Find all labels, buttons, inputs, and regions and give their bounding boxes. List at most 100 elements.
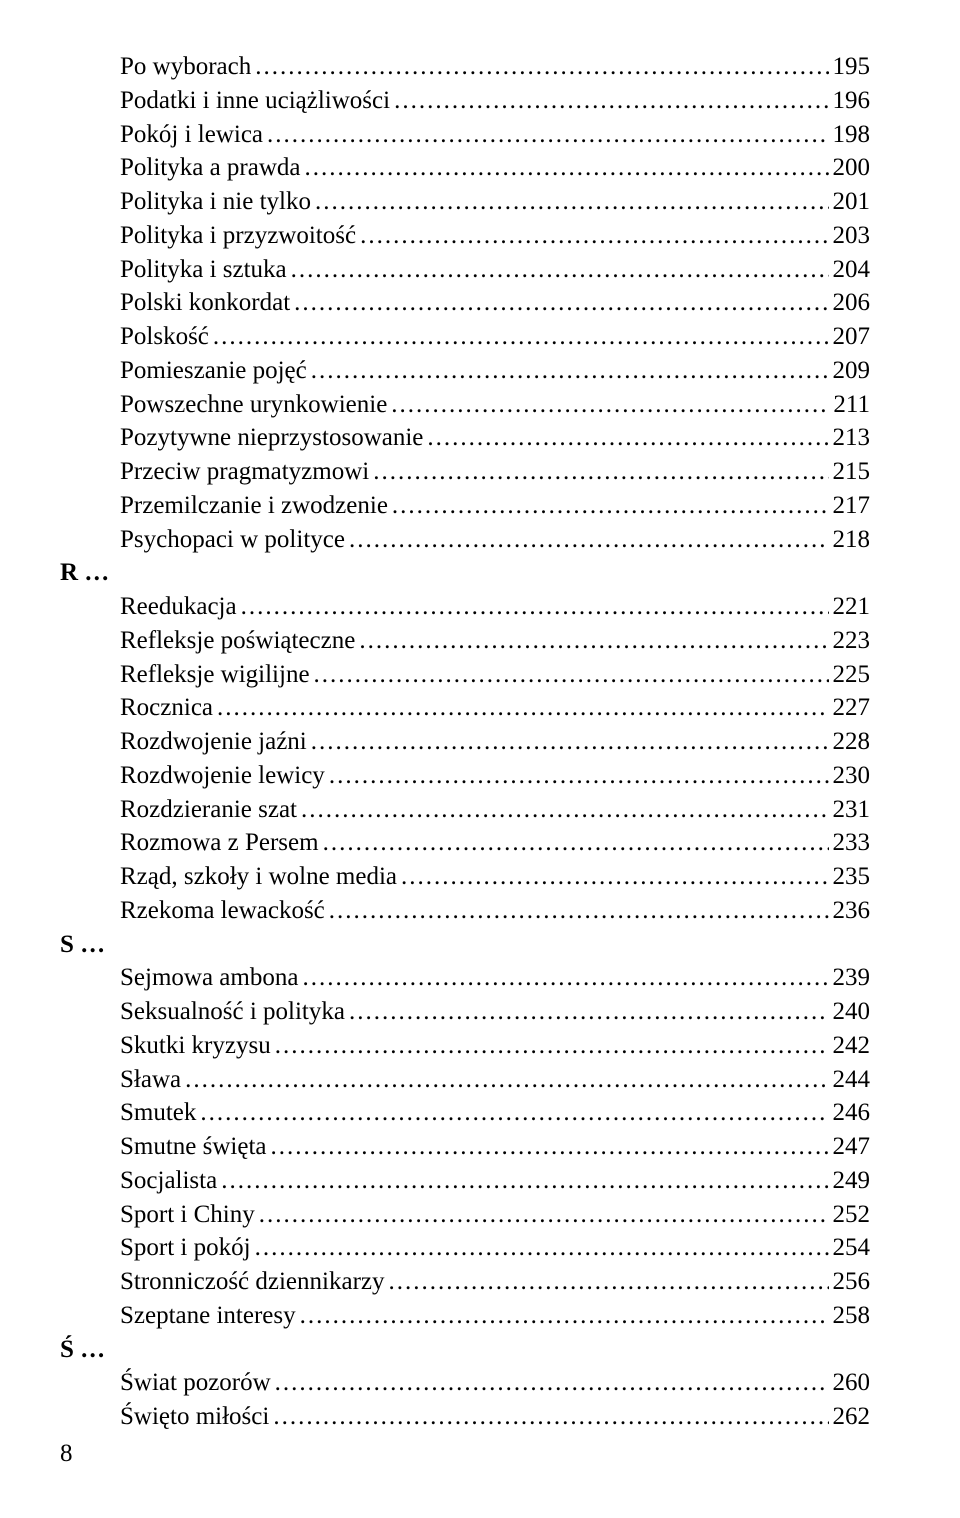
toc-entry: Szeptane interesy.......................… [60,1299,870,1333]
toc-entry: Psychopaci w polityce...................… [60,523,870,557]
toc-dots: ........................................… [373,455,828,489]
toc-entry-title: Rocznica [120,691,213,725]
toc-dots: ........................................… [213,320,829,354]
toc-entry-title: Stronniczość dziennikarzy [120,1265,385,1299]
toc-entry-title: Socjalista [120,1164,217,1198]
toc-entry: Rząd, szkoły i wolne media..............… [60,860,870,894]
toc-entry-page: 225 [833,658,871,692]
toc-dots: ........................................… [275,1029,829,1063]
toc-dots: ........................................… [305,151,829,185]
toc-entry-page: 206 [833,286,871,320]
toc-entry: Świat pozorów...........................… [60,1366,870,1400]
toc-dots: ........................................… [315,185,829,219]
toc-dots: ........................................… [349,523,829,557]
toc-entry: Pozytywne nieprzystosowanie.............… [60,421,870,455]
toc-entry-page: 223 [833,624,871,658]
toc-entry: Refleksje wigilijne.....................… [60,658,870,692]
toc-entry-page: 252 [833,1198,871,1232]
toc-entry-page: 209 [833,354,871,388]
page-number: 8 [60,1440,73,1468]
toc-entry-title: Rozdzieranie szat [120,793,297,827]
toc-entry-title: Polityka i przyzwoitość [120,219,356,253]
toc-entry-title: Polityka a prawda [120,151,301,185]
toc-entry-page: 204 [833,253,871,287]
toc-entry-page: 249 [833,1164,871,1198]
toc-entry-page: 227 [833,691,871,725]
toc-entry-title: Polski konkordat [120,286,290,320]
toc-entry: Refleksje poświąteczne..................… [60,624,870,658]
toc-entry-title: Psychopaci w polityce [120,523,345,557]
toc-entry-title: Polskość [120,320,209,354]
toc-entry-page: 240 [833,995,871,1029]
toc-entry-title: Świat pozorów [120,1366,271,1400]
toc-entry: Polityka a prawda.......................… [60,151,870,185]
toc-dots: ........................................… [391,388,829,422]
toc-entry-title: Refleksje poświąteczne [120,624,355,658]
toc-entry-page: 244 [833,1063,871,1097]
toc-entry-title: Sława [120,1063,181,1097]
toc-entry-page: 218 [833,523,871,557]
toc-entry-title: Pokój i lewica [120,118,263,152]
toc-entry-title: Rząd, szkoły i wolne media [120,860,397,894]
toc-entry-title: Pomieszanie pojęć [120,354,307,388]
toc-entry-title: Powszechne urynkowienie [120,388,387,422]
toc-dots: ........................................… [275,1366,829,1400]
toc-dots: ........................................… [302,961,828,995]
toc-dots: ........................................… [329,759,829,793]
toc-dots: ........................................… [217,691,828,725]
toc-entry-title: Polityka i nie tylko [120,185,311,219]
toc-dots: ........................................… [394,84,828,118]
toc-entry-title: Po wyborach [120,50,251,84]
toc-entry-page: 260 [833,1366,871,1400]
section-letter: Ś … [60,1333,870,1367]
toc-entry-page: 228 [833,725,871,759]
toc-entry: Sport i pokój...........................… [60,1231,870,1265]
toc-entry-page: 239 [833,961,871,995]
toc-entry-title: Pozytywne nieprzystosowanie [120,421,423,455]
toc-entry: Pokój i lewica..........................… [60,118,870,152]
toc-dots: ........................................… [267,118,828,152]
toc-entry-page: 262 [833,1400,871,1434]
toc-dots: ........................................… [349,995,829,1029]
toc-dots: ........................................… [255,1231,829,1265]
toc-entry: Rozmowa z Persem........................… [60,826,870,860]
toc-dots: ........................................… [359,624,828,658]
toc-dots: ........................................… [427,421,828,455]
toc-dots: ........................................… [401,860,828,894]
toc-container: Po wyborach.............................… [60,50,870,1434]
toc-entry: Skutki kryzysu..........................… [60,1029,870,1063]
toc-entry-page: 217 [833,489,871,523]
toc-dots: ........................................… [360,219,828,253]
toc-entry-page: 196 [833,84,871,118]
toc-dots: ........................................… [311,354,829,388]
toc-dots: ........................................… [301,793,829,827]
toc-entry-page: 258 [833,1299,871,1333]
toc-entry-title: Rozmowa z Persem [120,826,319,860]
toc-entry-title: Seksualność i polityka [120,995,345,1029]
toc-entry-page: 256 [833,1265,871,1299]
toc-entry: Seksualność i polityka..................… [60,995,870,1029]
toc-entry: Powszechne urynkowienie.................… [60,388,870,422]
toc-entry: Po wyborach.............................… [60,50,870,84]
toc-dots: ........................................… [300,1299,829,1333]
toc-entry-title: Święto miłości [120,1400,269,1434]
toc-dots: ........................................… [259,1198,829,1232]
toc-entry: Polski konkordat........................… [60,286,870,320]
toc-entry: Socjalista..............................… [60,1164,870,1198]
toc-entry: Polskość................................… [60,320,870,354]
toc-entry: Sport i Chiny...........................… [60,1198,870,1232]
toc-entry: Pomieszanie pojęć.......................… [60,354,870,388]
toc-entry: Rzekoma lewackość.......................… [60,894,870,928]
toc-entry-title: Reedukacja [120,590,237,624]
toc-entry-title: Smutek [120,1096,196,1130]
toc-entry-page: 213 [833,421,871,455]
toc-entry-page: 247 [833,1130,871,1164]
toc-entry-title: Rozdwojenie jaźni [120,725,307,759]
toc-entry: Święto miłości..........................… [60,1400,870,1434]
toc-entry-title: Rzekoma lewackość [120,894,325,928]
toc-entry-page: 236 [833,894,871,928]
toc-entry: Polityka i nie tylko....................… [60,185,870,219]
toc-entry: Podatki i inne uciążliwości.............… [60,84,870,118]
toc-entry-page: 203 [833,219,871,253]
toc-entry: Rozdwojenie jaźni.......................… [60,725,870,759]
